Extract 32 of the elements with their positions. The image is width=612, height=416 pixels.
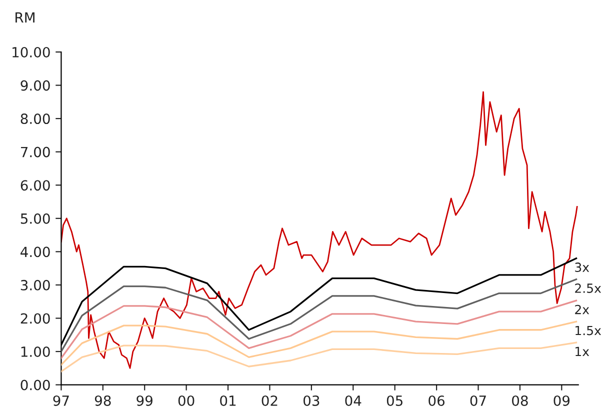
x-tick-label: 04	[345, 395, 362, 406]
y-tick-label: 9.00	[20, 80, 50, 91]
x-tick-label: 02	[262, 395, 278, 406]
series-label: 3x	[575, 262, 590, 272]
series-label: 2.5x	[575, 284, 602, 293]
y-tick-label: 8.00	[20, 114, 50, 124]
y-tick-label: 2.00	[20, 313, 50, 324]
x-tick-label: 99	[136, 395, 152, 406]
line-series	[61, 342, 578, 372]
series-label: 1x	[576, 346, 590, 356]
y-tick-label: 4.00	[20, 246, 50, 258]
series-label: 2x	[575, 304, 590, 314]
x-tick-label: 08	[512, 395, 528, 406]
y-tick-label: 7.00	[21, 146, 50, 158]
line-series	[61, 320, 578, 366]
y-tick-label: 6.00	[20, 180, 50, 191]
y-tick-label: 0.00	[20, 380, 50, 390]
x-tick-label: 05	[386, 395, 402, 406]
y-axis-title: RM	[16, 12, 34, 22]
x-tick-label: 00	[178, 395, 194, 406]
x-tick-label: 07	[470, 395, 486, 406]
x-tick-label: 01	[220, 395, 236, 406]
x-tick-label: 09	[554, 395, 570, 406]
series-label: 1.5x	[576, 326, 602, 336]
x-tick-label: 06	[428, 395, 445, 406]
y-tick-label: 1.00	[21, 346, 50, 357]
x-tick-label: 98	[94, 395, 111, 406]
x-tick-label: 03	[304, 395, 320, 406]
y-tick-label: 3.00	[20, 280, 50, 290]
y-tick-label: 5.00	[20, 213, 50, 224]
y-tick-label: 10.00	[12, 46, 50, 58]
x-tick-label: 97	[53, 395, 69, 406]
